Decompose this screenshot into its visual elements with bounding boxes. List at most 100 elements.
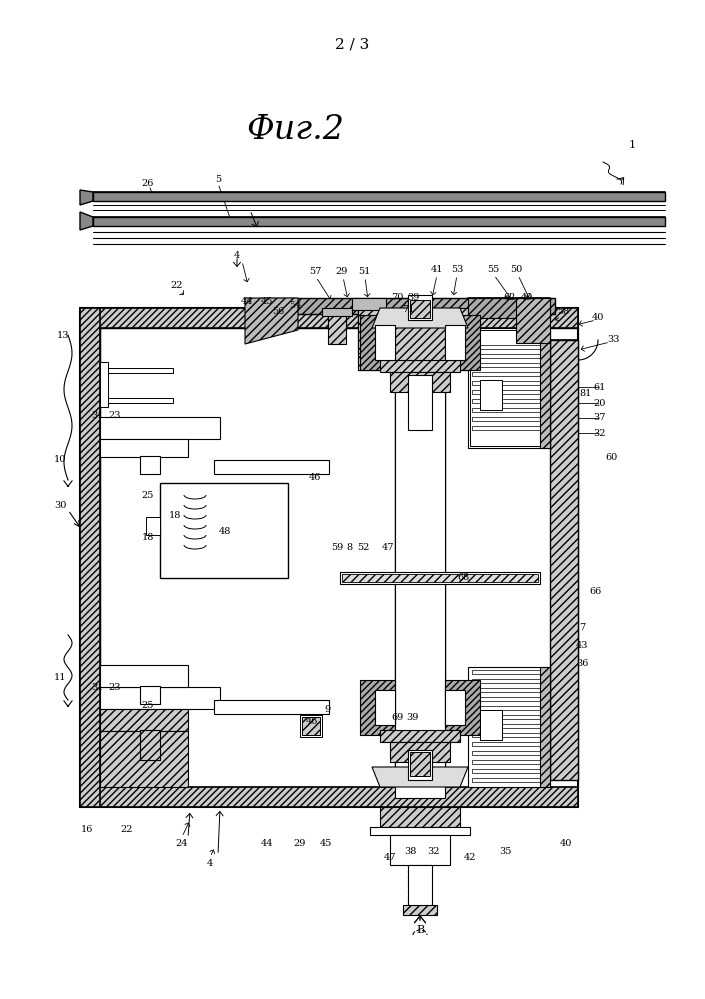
Text: 45: 45 xyxy=(261,298,274,307)
Text: 32: 32 xyxy=(427,847,439,856)
Bar xyxy=(140,686,160,704)
Text: 66: 66 xyxy=(590,587,602,596)
Text: 13: 13 xyxy=(56,331,69,340)
Text: 52: 52 xyxy=(357,542,369,551)
Bar xyxy=(375,325,395,360)
Bar xyxy=(403,905,437,915)
Text: 22: 22 xyxy=(121,825,133,834)
Text: 54: 54 xyxy=(289,301,301,310)
Polygon shape xyxy=(80,190,93,205)
Text: 2 / 3: 2 / 3 xyxy=(335,38,369,52)
Bar xyxy=(302,717,320,735)
Bar xyxy=(472,760,546,764)
Bar xyxy=(340,572,540,584)
Bar xyxy=(375,690,395,725)
Bar xyxy=(160,483,288,578)
Bar xyxy=(390,372,450,392)
Bar xyxy=(328,314,346,344)
Text: 20: 20 xyxy=(594,399,606,408)
Bar xyxy=(140,730,160,760)
Text: 46: 46 xyxy=(306,717,318,726)
Text: 43: 43 xyxy=(576,640,588,649)
Text: Фиг.2: Фиг.2 xyxy=(246,114,344,146)
Text: 62: 62 xyxy=(504,293,516,302)
Bar xyxy=(108,398,173,403)
Bar xyxy=(472,345,546,349)
Text: 47: 47 xyxy=(384,852,396,861)
Bar xyxy=(472,417,546,421)
Text: 50: 50 xyxy=(510,266,522,275)
Bar xyxy=(540,328,550,448)
Text: 5: 5 xyxy=(215,176,221,185)
Bar xyxy=(470,330,548,446)
Text: 29: 29 xyxy=(294,838,306,847)
Bar xyxy=(358,308,468,370)
Text: 30: 30 xyxy=(54,500,66,509)
Text: 58: 58 xyxy=(557,308,569,317)
Text: 25: 25 xyxy=(142,491,154,500)
Bar xyxy=(472,399,546,403)
Bar xyxy=(472,670,546,674)
Text: 7: 7 xyxy=(579,623,585,632)
Bar xyxy=(480,710,502,740)
Text: 32: 32 xyxy=(594,429,606,438)
Text: 45: 45 xyxy=(320,838,332,847)
Text: 9: 9 xyxy=(324,705,330,714)
Bar xyxy=(472,724,546,728)
Text: 31: 31 xyxy=(91,411,103,420)
Bar xyxy=(100,417,220,439)
Text: 18: 18 xyxy=(168,510,181,519)
Bar xyxy=(140,456,160,474)
Bar xyxy=(472,354,546,358)
Text: 68: 68 xyxy=(457,572,469,581)
Bar xyxy=(472,426,546,430)
Text: 25: 25 xyxy=(142,700,154,709)
Text: 46: 46 xyxy=(309,473,321,482)
Text: 57: 57 xyxy=(309,268,321,277)
Text: 18: 18 xyxy=(142,532,154,541)
Text: 23: 23 xyxy=(109,683,121,692)
Bar xyxy=(540,667,550,787)
Text: 4: 4 xyxy=(207,858,213,867)
Bar xyxy=(408,750,432,780)
Text: 31: 31 xyxy=(91,683,103,692)
Bar xyxy=(408,295,432,320)
Polygon shape xyxy=(372,308,468,328)
Bar xyxy=(472,408,546,412)
Text: 48: 48 xyxy=(219,527,231,536)
Bar xyxy=(472,372,546,376)
Bar xyxy=(380,807,460,827)
Text: 71: 71 xyxy=(402,306,415,315)
Text: 36: 36 xyxy=(576,658,588,667)
Text: 69: 69 xyxy=(391,712,403,721)
Bar xyxy=(445,690,465,725)
Bar xyxy=(100,687,220,709)
Text: 44: 44 xyxy=(240,298,253,307)
Text: 37: 37 xyxy=(594,414,606,423)
Bar xyxy=(214,460,329,474)
Bar xyxy=(380,730,460,742)
Polygon shape xyxy=(80,212,93,230)
Text: 29: 29 xyxy=(336,268,348,277)
Text: 23: 23 xyxy=(109,411,121,420)
Text: 41: 41 xyxy=(431,266,443,275)
Bar xyxy=(472,363,546,367)
Text: 81: 81 xyxy=(580,389,592,398)
Text: 51: 51 xyxy=(358,268,370,277)
Bar xyxy=(358,308,380,353)
Bar xyxy=(100,362,108,407)
Bar xyxy=(472,679,546,683)
Polygon shape xyxy=(245,298,298,344)
Text: 61: 61 xyxy=(594,383,606,392)
Bar xyxy=(80,308,100,807)
Bar xyxy=(472,715,546,719)
Bar xyxy=(468,667,550,787)
Bar xyxy=(80,787,578,807)
Bar xyxy=(445,680,480,735)
Bar xyxy=(380,360,460,372)
Bar xyxy=(390,835,450,865)
Bar xyxy=(472,390,546,394)
Bar xyxy=(342,574,538,582)
Text: 33: 33 xyxy=(608,336,620,345)
Text: 47: 47 xyxy=(381,542,394,551)
